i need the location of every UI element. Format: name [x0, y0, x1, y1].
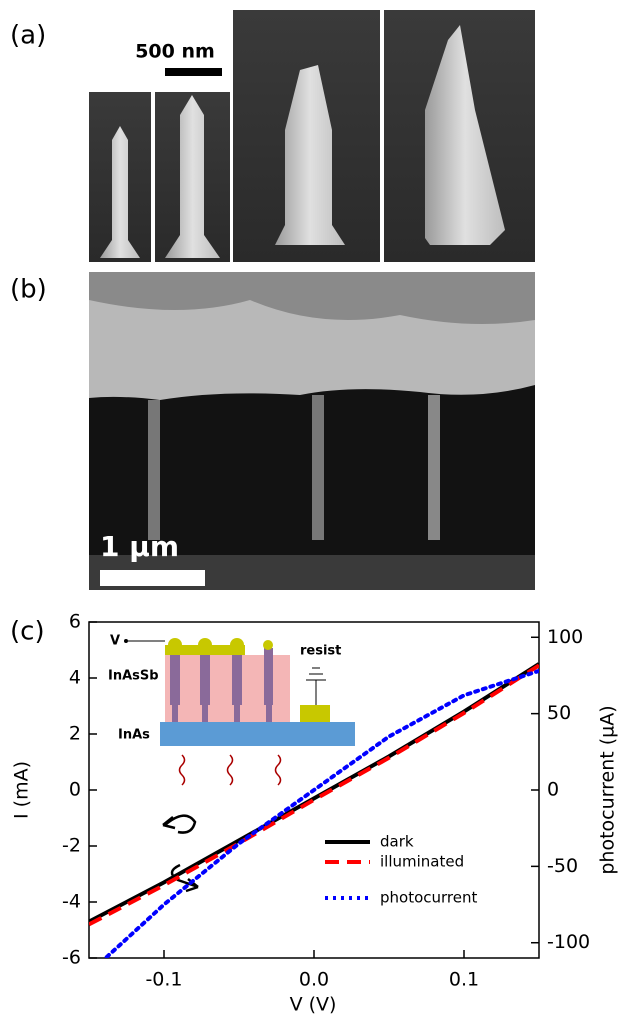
legend-label: dark [380, 833, 414, 851]
inset-label: resist [300, 644, 341, 659]
y-tick-label: 6 [69, 611, 81, 633]
x-tick-label: 0.0 [299, 969, 329, 991]
panel-label: (a) [10, 21, 46, 51]
series-line [102, 668, 539, 958]
inset-label: V [110, 634, 120, 649]
plot-area [89, 662, 539, 958]
y2-tick-label: 0 [547, 779, 559, 801]
y2-tick-label: 100 [547, 626, 583, 648]
y-axis-label: I (mA) [11, 761, 33, 819]
y2-axis-label: photocurrent (µA) [597, 705, 619, 874]
sem-images-a [89, 10, 535, 262]
y-tick-label: -4 [62, 891, 81, 913]
y2-tick-label: -50 [547, 855, 578, 877]
scale-bar-label: 500 nm [135, 41, 215, 63]
y2-tick-label: -100 [547, 931, 590, 953]
panel-label: (c) [10, 617, 45, 647]
y-tick-label: -2 [62, 835, 81, 857]
inset-label: InAs [118, 728, 150, 743]
panel-label: (b) [10, 275, 47, 305]
scale-bar-label: 1 µm [100, 530, 179, 563]
x-axis-label: V (V) [290, 994, 337, 1016]
series-line [89, 663, 539, 927]
sem-image-b [89, 272, 535, 590]
legend-label: photocurrent [380, 889, 477, 907]
y-tick-label: 2 [69, 723, 81, 745]
y2-tick-label: 50 [547, 702, 571, 724]
inset-schematic [124, 638, 355, 786]
y-tick-label: 4 [69, 667, 81, 689]
y-tick-label: 0 [69, 779, 81, 801]
x-tick-label: 0.1 [449, 969, 479, 991]
x-tick-label: -0.1 [145, 969, 182, 991]
y-tick-label: -6 [62, 947, 81, 969]
legend-label: illuminated [380, 853, 464, 871]
series-line [89, 662, 539, 924]
inset-label: InAsSb [108, 669, 159, 684]
